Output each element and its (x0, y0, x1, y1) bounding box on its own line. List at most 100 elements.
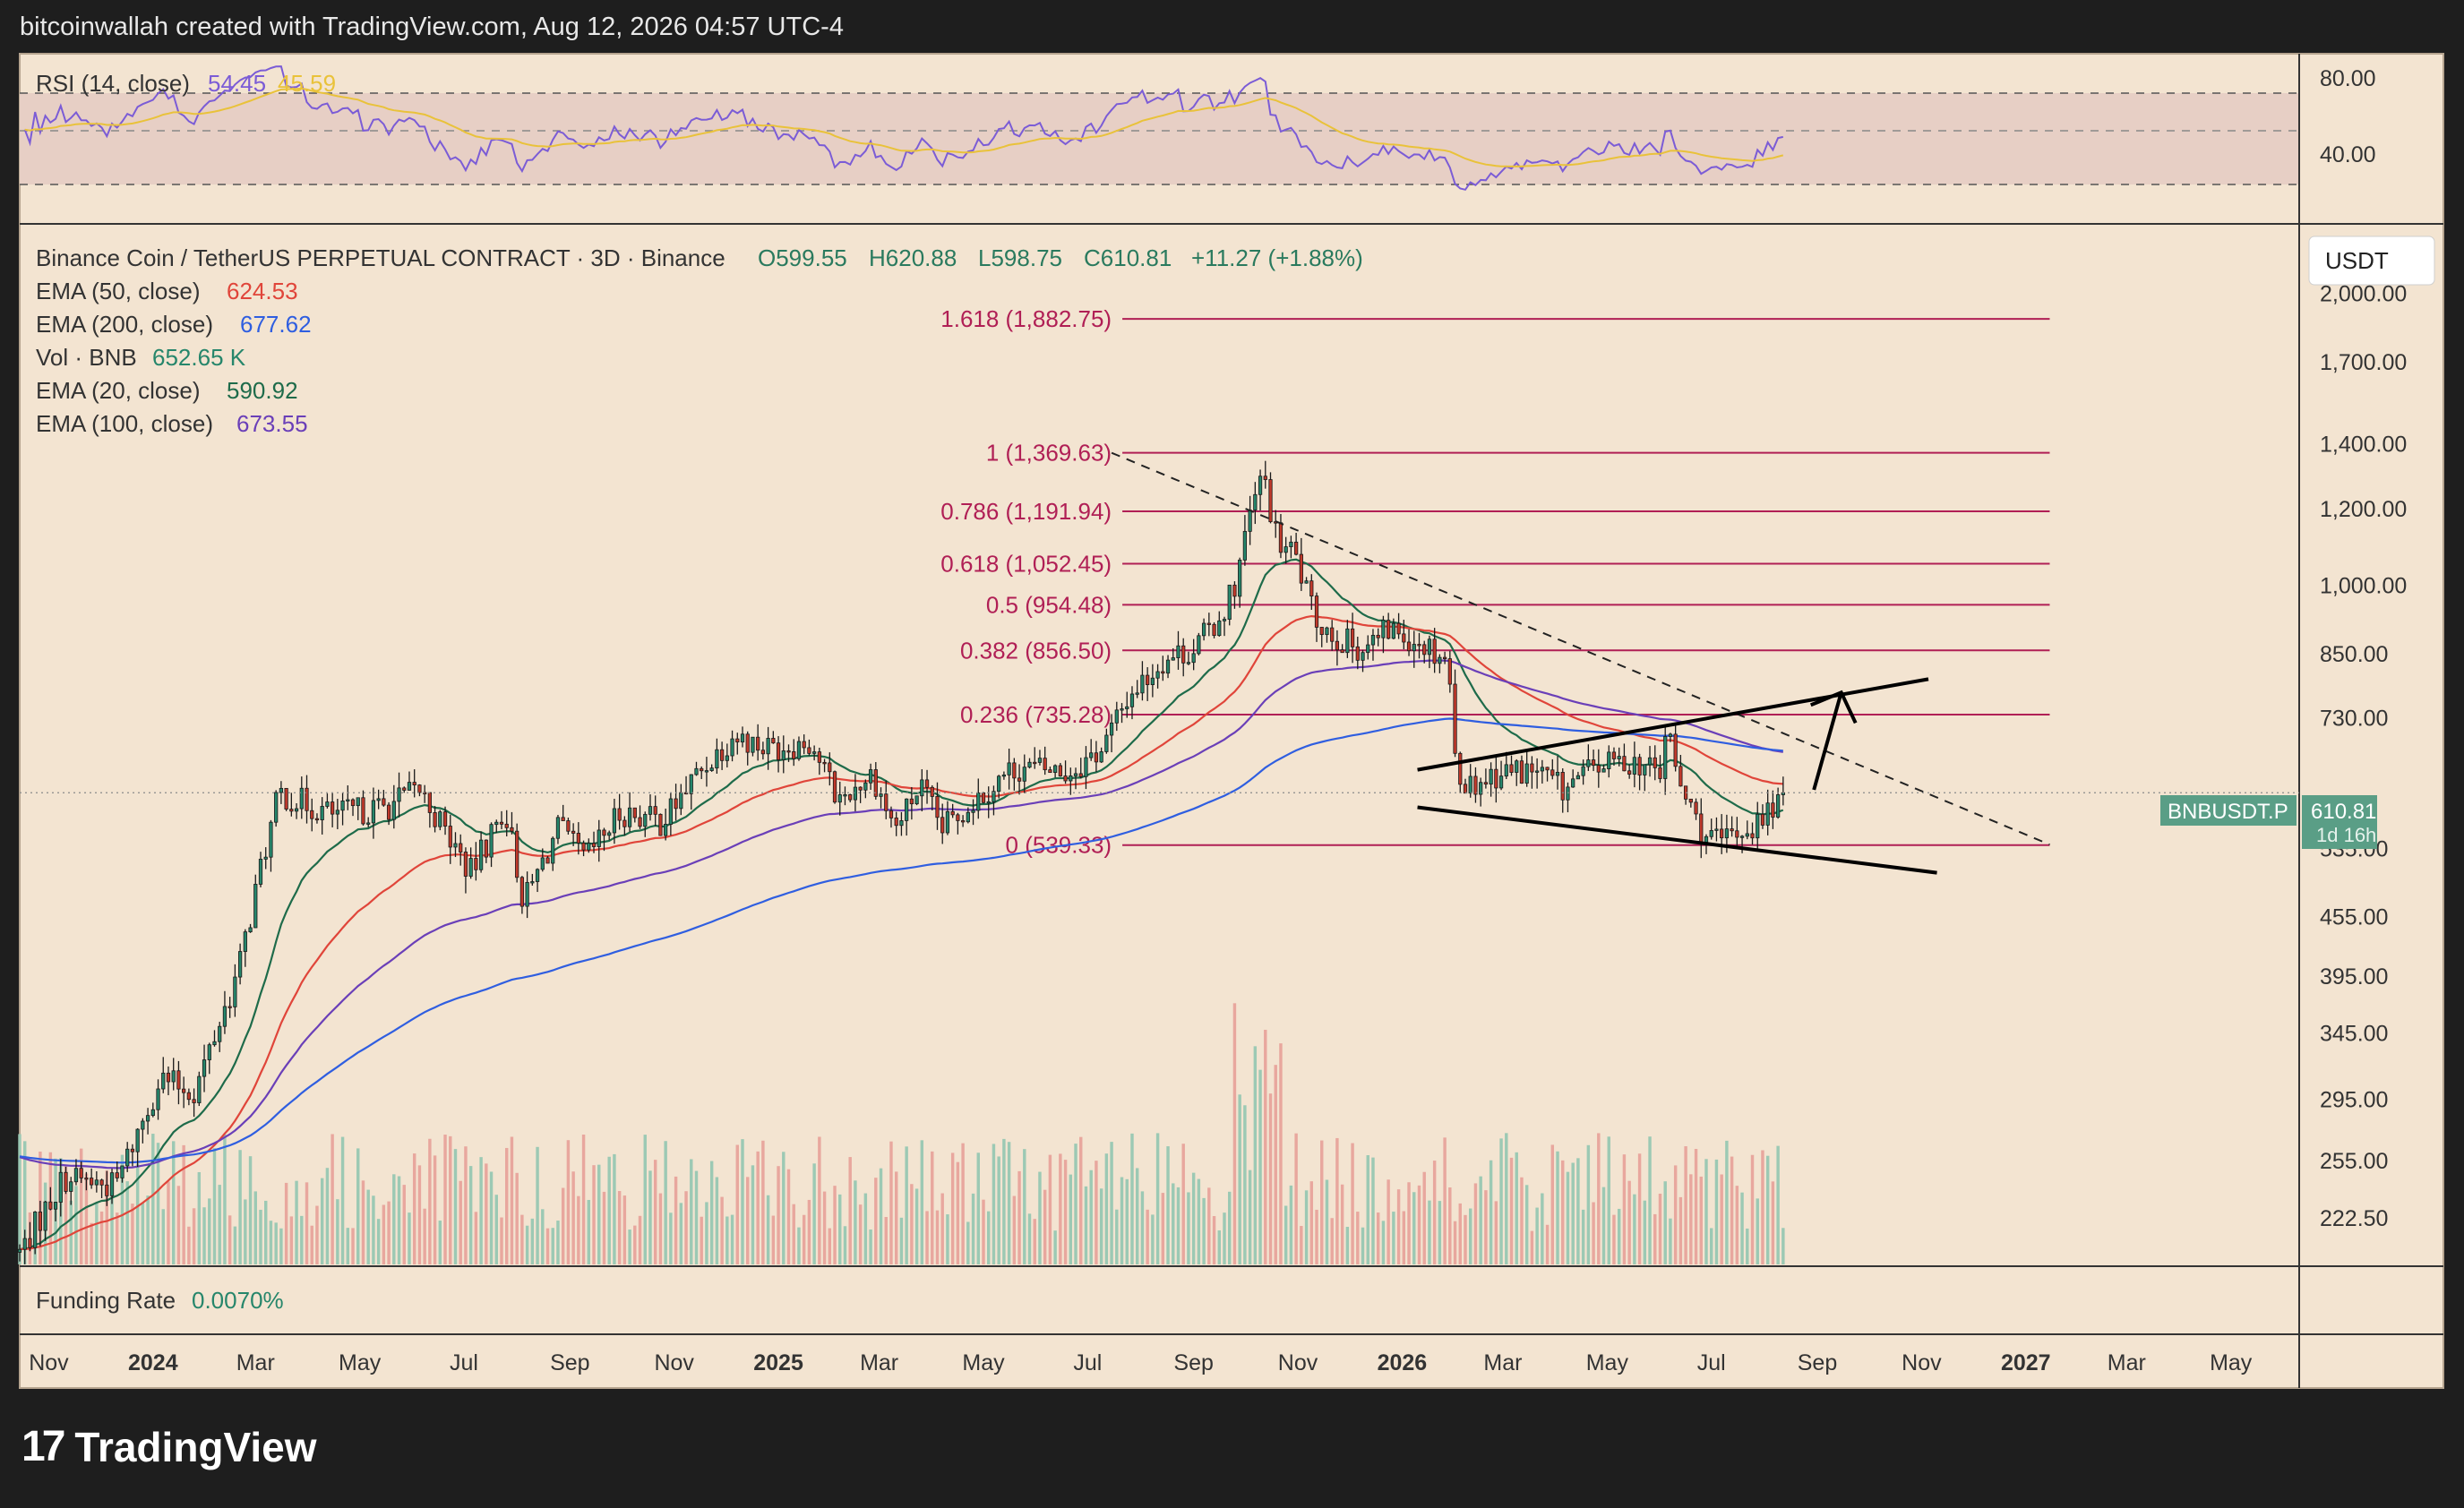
volume-bar (346, 1228, 350, 1264)
candle-body (504, 823, 509, 828)
funding-label: Funding Rate (36, 1287, 176, 1314)
volume-bar (530, 1218, 535, 1264)
candle-body (735, 738, 740, 743)
candle-body (956, 814, 960, 821)
volume-bar (474, 1212, 478, 1264)
candle-body (551, 837, 555, 864)
volume-bar (1155, 1133, 1160, 1264)
candle-body (1022, 767, 1026, 782)
volume-bar (1689, 1174, 1693, 1264)
candle-body (986, 801, 991, 804)
volume-bar (141, 1203, 145, 1264)
candle-body (382, 798, 386, 806)
candle-body (494, 821, 499, 826)
x-tick-label: 2024 (128, 1350, 178, 1375)
rsi-level-40: 40.00 (2320, 142, 2376, 167)
candle-body (356, 797, 360, 807)
candle-body (658, 813, 663, 836)
volume-bar (1509, 1157, 1514, 1264)
volume-bar (1284, 1205, 1288, 1264)
candle-body (1335, 640, 1340, 651)
volume-bar (658, 1193, 663, 1264)
candle-body (909, 798, 914, 805)
volume-bar (1120, 1177, 1124, 1264)
currency-button[interactable] (2308, 236, 2435, 286)
candle-body (924, 779, 930, 788)
legend-low: L598.75 (978, 244, 1062, 271)
volume-bar (566, 1140, 571, 1264)
volume-bar (1499, 1138, 1503, 1264)
candle-body (591, 843, 597, 847)
volume-bar (1535, 1207, 1539, 1264)
candle-body (346, 799, 350, 801)
volume-bar (843, 1226, 847, 1264)
candle-body (1391, 622, 1395, 639)
x-axis: Nov 2024 Mar May Jul Sep Nov 2025 Mar May Jul Sep No… (29, 1350, 2253, 1375)
x-tick-label: Nov (1902, 1350, 1942, 1375)
candle-body (459, 843, 463, 853)
candle-body (474, 858, 478, 870)
candle-body (1217, 620, 1222, 637)
fib-label-4: 0.5 (954.48) (986, 591, 1112, 618)
volume-bar (1515, 1152, 1518, 1264)
candle-body (1663, 736, 1668, 779)
volume-bar (571, 1171, 575, 1264)
rsi-ma-line (24, 87, 1784, 167)
candle-body (1765, 802, 1770, 826)
candle-body (64, 1171, 68, 1192)
candle-body (1242, 530, 1248, 561)
volume-bar (1669, 1218, 1672, 1264)
candle-body (1058, 765, 1062, 776)
candle-body (1735, 830, 1739, 838)
candle-body (1340, 649, 1344, 654)
volume-bar (443, 1135, 447, 1264)
x-tick-label: May (2210, 1350, 2253, 1375)
candle-body (1540, 767, 1544, 772)
candle-body (1232, 584, 1237, 597)
volume-bar (797, 1227, 801, 1264)
volume-bar (956, 1161, 960, 1264)
volume-bar (1228, 1191, 1232, 1264)
volume-bar (423, 1208, 426, 1264)
volume-bar (833, 1186, 837, 1264)
candle-body (1017, 777, 1022, 782)
volume-bar (720, 1196, 724, 1264)
y-tick-label: 1,400.00 (2320, 432, 2407, 457)
candle-body (597, 829, 601, 847)
rsi-ma-value: 45.59 (278, 70, 336, 97)
volume-bar (1576, 1158, 1580, 1264)
currency-button-label: USDT (2325, 247, 2389, 274)
candle-body (530, 881, 535, 884)
candle-body (853, 786, 858, 801)
ema-50-line (19, 614, 1783, 1251)
candle-body (760, 750, 766, 755)
volume-bar (1125, 1178, 1129, 1264)
x-tick-label: Sep (550, 1350, 589, 1375)
x-tick-label: Jul (1073, 1350, 1102, 1375)
candle-body (535, 869, 540, 882)
annotations (20, 451, 2299, 875)
volume-bar (1541, 1193, 1544, 1264)
volume-bar (510, 1136, 514, 1264)
candle-body (1104, 734, 1109, 752)
volume-bar (408, 1212, 411, 1264)
volume-bar (725, 1216, 729, 1264)
x-tick-label: May (339, 1350, 382, 1375)
candle-body (1053, 765, 1058, 774)
candle-body (1033, 761, 1037, 765)
legend-close: C610.81 (1084, 244, 1172, 271)
volume-bar (1407, 1182, 1411, 1264)
candle-body (525, 881, 529, 907)
volume-bar (935, 1210, 940, 1264)
candle-body (868, 769, 873, 784)
candle-body (335, 810, 339, 815)
candle-body (1422, 644, 1427, 655)
volume-bar (1304, 1190, 1309, 1264)
candle-body (694, 767, 699, 775)
candle-body (1366, 644, 1370, 654)
x-tick-label: 2027 (2001, 1350, 2051, 1375)
candle-body (905, 798, 909, 821)
volume-bar (802, 1214, 806, 1264)
y-tick-label: 222.50 (2320, 1206, 2388, 1231)
